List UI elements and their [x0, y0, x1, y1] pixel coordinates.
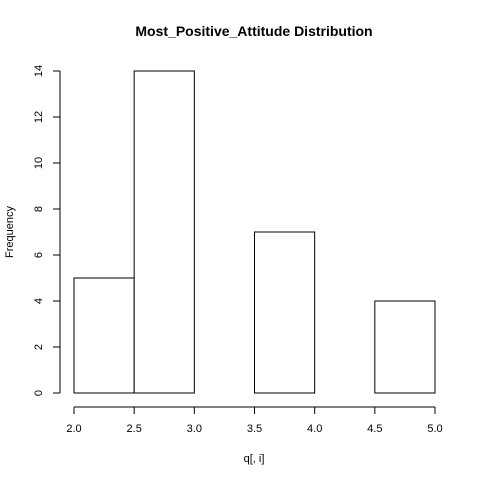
histogram-bar-0: [73, 277, 135, 394]
x-tick-label-1: 2.5: [127, 423, 142, 435]
x-tick-label-5: 4.5: [367, 423, 382, 435]
x-axis-label: q[, i]: [244, 453, 265, 465]
y-axis-label: Frequency: [4, 206, 16, 258]
histogram-bar-5: [374, 300, 436, 394]
y-tick-label-5: 10: [33, 157, 45, 169]
x-tick-label-0: 2.0: [66, 423, 81, 435]
y-tick-label-0: 0: [33, 390, 45, 396]
y-axis: 0 2 4 6 8 10 12 14: [33, 65, 61, 396]
y-tick-label-6: 12: [33, 111, 45, 123]
chart-title: Most_Positive_Attitude Distribution: [135, 23, 372, 39]
x-axis: 2.0 2.5 3.0 3.5 4.0 4.5 5.0: [66, 406, 443, 435]
y-tick-label-2: 4: [33, 298, 45, 304]
bars-group: [73, 70, 436, 394]
y-tick-label-7: 14: [33, 65, 45, 77]
y-tick-label-4: 8: [33, 206, 45, 212]
x-tick-label-3: 3.5: [247, 423, 262, 435]
x-tick-label-6: 5.0: [427, 423, 442, 435]
histogram-bar-3: [254, 231, 316, 394]
y-tick-label-1: 2: [33, 344, 45, 350]
x-tick-label-2: 3.0: [187, 423, 202, 435]
x-tick-label-4: 4.0: [307, 423, 322, 435]
histogram-bar-1: [133, 70, 195, 394]
y-tick-label-3: 6: [33, 252, 45, 258]
